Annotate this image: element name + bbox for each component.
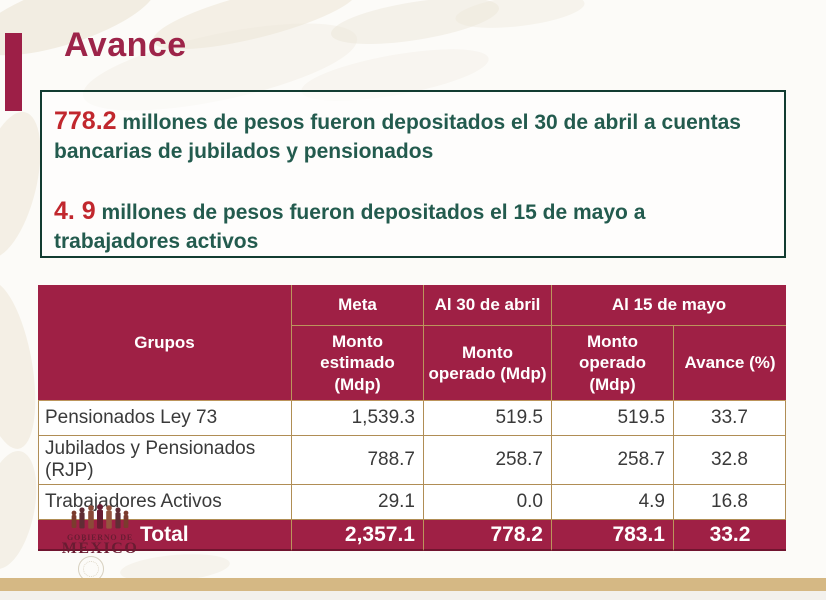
watermark-blob <box>328 0 502 54</box>
page-title: Avance <box>64 26 187 64</box>
stat-value-may: 4. 9 <box>54 196 96 225</box>
header-al-30-abril: Al 30 de abril <box>424 285 552 326</box>
stat-value-april: 778.2 <box>54 107 117 135</box>
cell-meta: 788.7 <box>292 436 424 485</box>
cell-meta: 29.1 <box>292 485 424 520</box>
cell-avance: 32.8 <box>674 436 787 485</box>
gobierno-mexico-logo: GOBIERNO DE MÉXICO <box>56 504 144 558</box>
header-al-15-mayo: Al 15 de mayo <box>552 285 787 326</box>
total-abril: 778.2 <box>424 520 552 551</box>
cell-grupo: Jubilados y Pensionados (RJP) <box>38 436 292 485</box>
cell-avance: 33.7 <box>674 401 787 436</box>
total-avance: 33.2 <box>674 520 787 551</box>
logo-text-gobierno-de: GOBIERNO DE <box>67 533 133 542</box>
total-meta: 2,357.1 <box>292 520 424 551</box>
table-header-row-1: Grupos Meta Al 30 de abril Al 15 de mayo <box>38 285 787 401</box>
cell-abril: 0.0 <box>424 485 552 520</box>
title-accent-bar <box>5 33 22 111</box>
cell-mayo: 4.9 <box>552 485 674 520</box>
header-meta: Meta <box>292 285 424 326</box>
cell-mayo: 519.5 <box>552 401 674 436</box>
subheader-monto-operado-mayo: Monto operado (Mdp) <box>552 326 674 401</box>
cell-abril: 519.5 <box>424 401 552 436</box>
cell-meta: 1,539.3 <box>292 401 424 436</box>
stat-text-april: millones de pesos fueron depositados el … <box>54 111 741 163</box>
footer-bottom-strip <box>0 591 826 600</box>
table-row: Trabajadores Activos 29.1 0.0 4.9 16.8 <box>38 485 787 520</box>
table-row: Pensionados Ley 73 1,539.3 519.5 519.5 3… <box>38 401 787 436</box>
logo-text-mexico: MÉXICO <box>61 540 139 557</box>
cell-mayo: 258.7 <box>552 436 674 485</box>
header-grupos: Grupos <box>38 285 292 401</box>
subheader-avance: Avance (%) <box>674 326 787 401</box>
table-header-row-2: Monto estimado (Mdp) Monto operado (Mdp)… <box>38 326 787 401</box>
table-total-row: Total 2,357.1 778.2 783.1 33.2 <box>38 520 787 551</box>
subheader-monto-operado-abril: Monto operado (Mdp) <box>424 326 552 401</box>
highlight-box: 778.2 millones de pesos fueron depositad… <box>40 90 786 258</box>
cell-abril: 258.7 <box>424 436 552 485</box>
footer-gold-bar <box>0 578 826 591</box>
subheader-monto-estimado: Monto estimado (Mdp) <box>292 326 424 401</box>
total-mayo: 783.1 <box>552 520 674 551</box>
stat-line-april: 778.2 millones de pesos fueron depositad… <box>54 105 744 166</box>
watermark-blob <box>453 0 587 34</box>
avance-table: Grupos Meta Al 30 de abril Al 15 de mayo… <box>38 285 787 551</box>
stat-line-may: 4. 9 millones de pesos fueron depositado… <box>54 195 744 256</box>
stat-text-may: millones de pesos fueron depositados el … <box>54 200 646 253</box>
cell-avance: 16.8 <box>674 485 787 520</box>
table-row: Jubilados y Pensionados (RJP) 788.7 258.… <box>38 436 787 485</box>
historic-figures-icon <box>71 504 129 529</box>
total-label: Total <box>38 520 292 551</box>
cell-grupo: Pensionados Ley 73 <box>38 401 292 436</box>
